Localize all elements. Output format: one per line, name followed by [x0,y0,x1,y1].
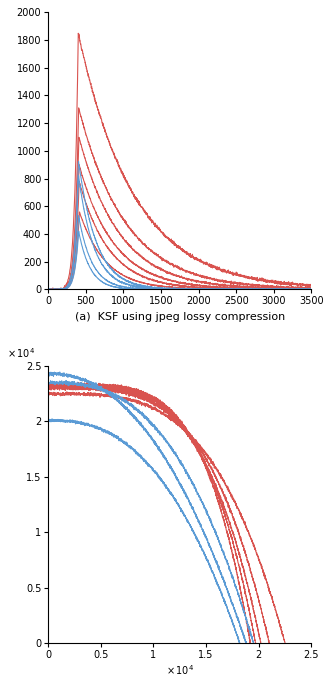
X-axis label: $\times\,10^4$: $\times\,10^4$ [166,663,194,677]
Text: $\times\,10^4$: $\times\,10^4$ [7,346,36,360]
X-axis label: (a)  KSF using jpeg lossy compression: (a) KSF using jpeg lossy compression [75,312,285,322]
